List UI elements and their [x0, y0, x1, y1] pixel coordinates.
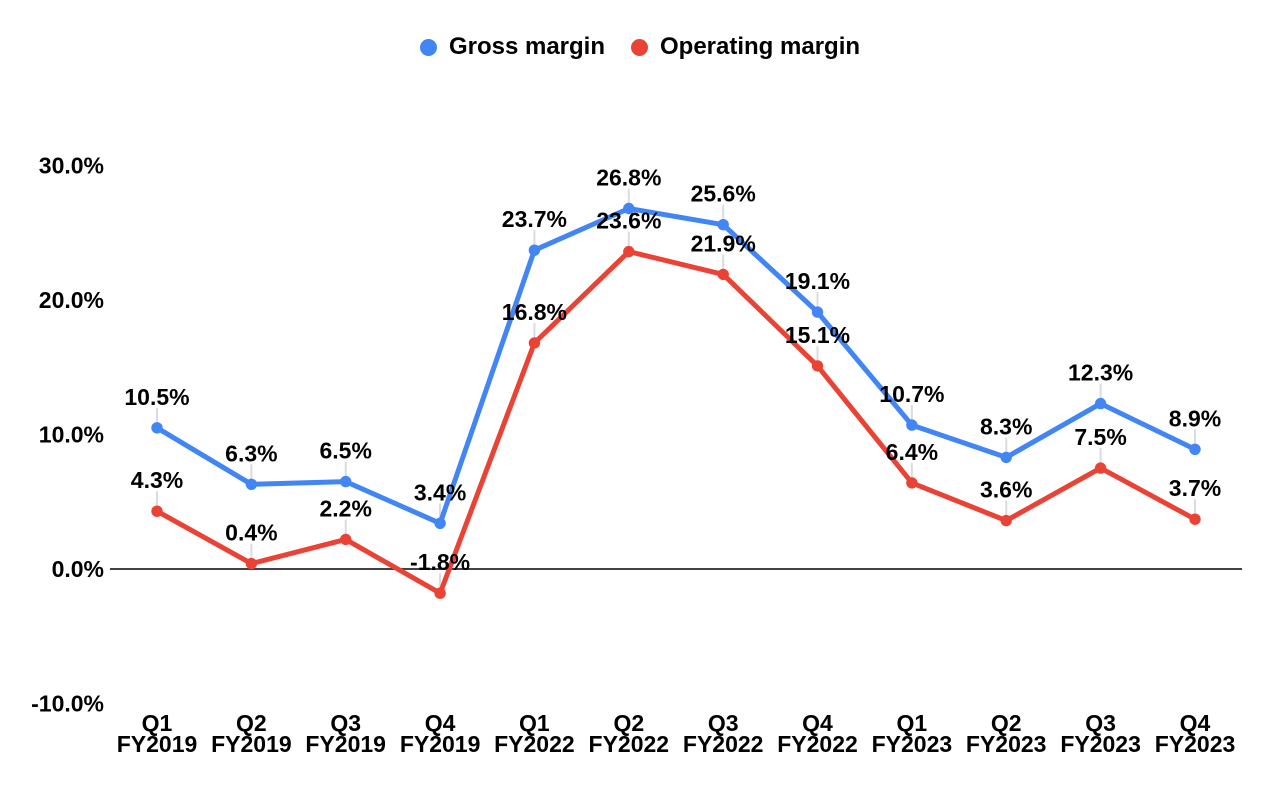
data-point [623, 245, 635, 258]
x-axis-tick-label: Q4 FY2022 [777, 710, 858, 757]
data-value-label: 3.6% [980, 477, 1032, 503]
data-point [1000, 451, 1012, 464]
x-axis-tick-label: Q2 FY2019 [211, 710, 292, 757]
data-point [1000, 514, 1012, 527]
data-value-label: -1.8% [410, 549, 470, 575]
data-label-leader-lines [156, 188, 1196, 594]
data-value-label: 7.5% [1074, 424, 1126, 450]
legend-label-gross-margin: Gross margin [448, 33, 605, 60]
data-point [717, 268, 729, 281]
data-value-label: 25.6% [691, 181, 756, 207]
x-axis-tick-label: Q4 FY2023 [1155, 710, 1236, 757]
x-axis-tick-label: Q3 FY2019 [305, 710, 386, 757]
x-axis-tick-label: Q2 FY2022 [589, 710, 670, 757]
legend-item-operating-margin: Operating margin [631, 33, 860, 61]
data-point [906, 477, 918, 489]
data-value-label: 8.3% [980, 413, 1032, 439]
data-point [245, 478, 258, 490]
data-point [528, 244, 541, 256]
y-axis-tick-label: 0.0% [52, 556, 104, 582]
data-value-label: 19.1% [785, 268, 850, 294]
data-point [434, 517, 446, 529]
data-value-label: 16.8% [502, 299, 567, 325]
data-value-label: 26.8% [596, 165, 661, 191]
data-value-label: 4.3% [131, 467, 183, 493]
data-point [717, 219, 729, 231]
data-value-label: 3.4% [414, 479, 466, 505]
data-value-label: 8.9% [1169, 405, 1221, 431]
data-value-label: 2.2% [319, 495, 371, 521]
y-axis-tick-label: 20.0% [39, 287, 104, 313]
y-axis-tick-label: 10.0% [39, 422, 104, 448]
x-axis-tick-label: Q2 FY2023 [966, 710, 1047, 757]
data-value-label: 10.5% [124, 384, 189, 410]
data-point [245, 557, 258, 570]
operating-margin-series-dot-icon [631, 38, 648, 56]
chart-legend: Gross margin Operating margin [0, 33, 1280, 61]
data-value-label: 6.4% [886, 439, 938, 465]
data-value-label: 0.4% [225, 520, 277, 546]
data-point [528, 337, 541, 349]
legend-item-gross-margin: Gross margin [419, 33, 605, 61]
data-value-label: 6.3% [225, 440, 277, 466]
x-axis-tick-label: Q4 FY2019 [400, 710, 481, 757]
x-axis-tick-label: Q3 FY2023 [1060, 710, 1141, 757]
series-line-gross-margin [154, 206, 1198, 526]
series-operating-margin [151, 245, 1201, 599]
data-point [340, 533, 352, 546]
data-value-label: 3.7% [1169, 475, 1221, 501]
legend-label-operating-margin: Operating margin [660, 33, 861, 60]
data-point [1189, 513, 1201, 525]
x-axis-labels: Q1 FY2019 Q2 FY2019 Q3 FY2019 Q4 FY2019 Q1 FY2022… [117, 710, 1236, 757]
data-point [906, 419, 918, 431]
data-value-label: 10.7% [879, 381, 944, 407]
y-axis-tick-label: 30.0% [39, 153, 104, 179]
data-value-label: 15.1% [785, 322, 850, 348]
data-point [151, 422, 163, 434]
data-point [811, 306, 824, 318]
data-value-label: 6.5% [319, 438, 371, 464]
data-value-label: 12.3% [1068, 360, 1133, 386]
data-point [1094, 462, 1107, 474]
data-point [1094, 397, 1107, 410]
data-point [151, 505, 163, 517]
data-point [811, 360, 824, 372]
x-axis-tick-label: Q1 FY2023 [872, 710, 953, 757]
series-gross-margin [151, 202, 1201, 529]
x-axis-tick-label: Q3 FY2022 [683, 710, 764, 757]
data-value-label: 23.6% [596, 208, 661, 234]
series-line-operating-margin [154, 249, 1198, 596]
data-point [340, 475, 352, 488]
x-axis-tick-label: Q1 FY2022 [494, 710, 575, 757]
data-value-label: 23.7% [502, 206, 567, 232]
data-value-label: 21.9% [691, 230, 756, 256]
data-point [623, 202, 635, 215]
y-axis-labels: 30.0% 20.0% 10.0% 0.0% -10.0% [31, 153, 104, 717]
x-axis-tick-label: Q1 FY2019 [117, 710, 198, 757]
data-point [434, 587, 446, 599]
data-point [1189, 443, 1201, 455]
gross-margin-series-dot-icon [419, 38, 437, 56]
y-axis-tick-label: -10.0% [31, 691, 104, 717]
data-value-labels: 10.5% 6.3% 6.5% 3.4% 23.7% 26.8% 25.6% 19.1% 10.… [124, 165, 1221, 576]
